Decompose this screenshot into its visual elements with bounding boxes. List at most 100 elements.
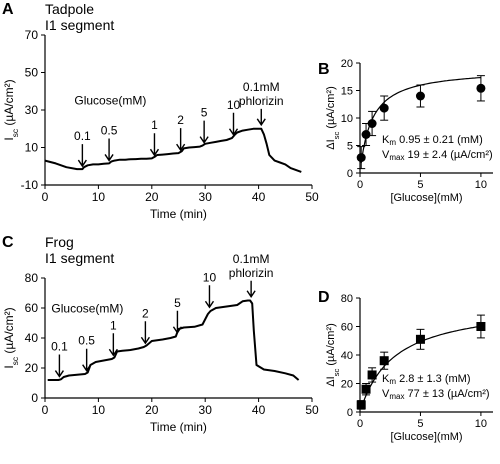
y-tick-label: 10 <box>341 113 353 125</box>
arrow-label: 0.5 <box>78 334 95 348</box>
x-tick-label: 0 <box>357 418 363 430</box>
current-trace-line <box>47 299 300 381</box>
x-tick-label: 20 <box>145 190 159 204</box>
y-axis-label: ΔIsc (µA/cm²) <box>325 86 341 150</box>
current-trace-line <box>44 127 302 173</box>
x-tick-label: 40 <box>252 190 266 204</box>
glucose-arrow <box>176 128 186 152</box>
glucose-arrow <box>104 138 114 162</box>
point-marker <box>379 356 389 366</box>
arrow-shape <box>246 280 256 299</box>
panel-title-line: Tadpole <box>45 1 94 17</box>
x-tick-label: 10 <box>475 418 487 430</box>
panel-title-line: I1 segment <box>45 250 114 266</box>
panel-letter: D <box>318 289 330 306</box>
arrow-label: 10 <box>227 98 241 112</box>
panel-d-kinetics-plot: D 0 5 10 0 20 40 60 80 [Glucose](mM) ΔIsc (µA/cm²)… <box>318 289 493 443</box>
x-axis-label: Time (min) <box>150 420 207 434</box>
data-point <box>476 75 486 102</box>
y-tick-label: 15 <box>341 85 353 97</box>
arrow-shape <box>54 354 65 378</box>
x-tick-label: 40 <box>252 403 266 417</box>
glucose-arrow <box>82 348 92 372</box>
arrow-shape <box>199 120 209 144</box>
fit-parameter: Vmax 19 ± 2.4 (µA/cm²) <box>382 149 493 162</box>
glucose-arrow <box>204 285 215 309</box>
arrow-label: 5 <box>174 296 181 310</box>
arrow-label: 10 <box>203 270 217 284</box>
arrow-shape <box>204 285 215 309</box>
y-tick-label: 80 <box>25 271 39 285</box>
point-marker <box>379 103 389 113</box>
y-axis-label: ΔIsc (µA/cm²) <box>325 323 341 387</box>
x-tick-label: 30 <box>199 190 213 204</box>
x-tick-label: 50 <box>305 403 319 417</box>
arrow-label: 0.1mM phlorizin <box>239 80 284 108</box>
y-axis-label: Isc (µA/cm²) <box>2 79 20 140</box>
glucose-series-label: Glucose(mM) <box>51 302 123 316</box>
x-tick-label: 0 <box>42 403 49 417</box>
arrow-shape <box>140 321 150 345</box>
point-marker <box>367 119 377 128</box>
point-marker <box>361 130 371 139</box>
y-axis-label: Isc (µA/cm²) <box>2 307 20 368</box>
glucose-arrow <box>246 280 256 299</box>
x-axis-label: [Glucose](mM) <box>390 192 462 204</box>
arrow-label: 1 <box>110 318 117 332</box>
glucose-series-label: Glucose(mM) <box>74 93 146 107</box>
arrow-label: 5 <box>201 106 208 120</box>
y-tick-label: 30 <box>25 103 39 117</box>
y-tick-label: 60 <box>25 301 39 315</box>
point-marker <box>361 384 371 394</box>
data-point <box>361 123 371 146</box>
x-axis-label: [Glucose](mM) <box>390 431 462 443</box>
x-axis-label: Time (min) <box>150 207 207 221</box>
data-point <box>356 146 366 170</box>
x-tick-label: 50 <box>305 190 319 204</box>
glucose-arrow <box>199 120 209 144</box>
arrow-label: 2 <box>142 306 149 320</box>
x-tick-label: 10 <box>92 190 106 204</box>
x-tick-label: 0 <box>357 179 363 191</box>
x-tick-label: 5 <box>417 179 423 191</box>
arrow-shape <box>77 144 87 168</box>
y-tick-label: 50 <box>25 66 39 80</box>
point-marker <box>356 400 366 410</box>
y-tick-label: 20 <box>25 361 39 375</box>
arrow-shape <box>82 348 92 372</box>
data-point <box>476 314 486 339</box>
arrow-shape <box>108 333 118 357</box>
glucose-arrow <box>108 333 118 357</box>
arrow-shape <box>104 138 114 162</box>
panel-b-kinetics-plot: B 0 5 10 0 5 10 15 20 [Glucose](mM) ΔIsc (µA/cm²) K… <box>318 58 493 204</box>
data-point <box>415 84 425 108</box>
y-tick-label: 20 <box>341 58 353 70</box>
data-point <box>415 328 425 350</box>
panel-title-line: I1 segment <box>45 17 114 33</box>
x-tick-label: 10 <box>92 403 106 417</box>
fit-parameter: Km 2.8 ± 1.3 (mM) <box>382 373 471 386</box>
x-tick-label: 5 <box>417 418 423 430</box>
y-tick-label: 40 <box>25 331 39 345</box>
data-point <box>379 95 389 121</box>
data-point <box>356 400 366 410</box>
y-tick-label: 5 <box>347 140 353 152</box>
glucose-arrow <box>140 321 150 345</box>
glucose-arrow <box>172 310 183 335</box>
glucose-arrow <box>228 112 239 137</box>
y-tick-label: 40 <box>341 350 353 362</box>
arrow-label: 2 <box>177 113 184 127</box>
arrow-label: 0.1 <box>51 340 68 354</box>
y-tick-label: 0 <box>347 168 353 180</box>
y-tick-label: 60 <box>341 321 353 333</box>
arrow-label: 0.1mM phlorizin <box>229 252 274 280</box>
glucose-arrow <box>149 133 160 157</box>
arrow-shape <box>228 112 239 137</box>
point-marker <box>367 370 377 380</box>
arrow-label: 1 <box>151 118 158 132</box>
panel-letter: A <box>2 1 14 18</box>
y-tick-label: 80 <box>341 293 353 305</box>
y-tick-label: 20 <box>341 378 353 390</box>
